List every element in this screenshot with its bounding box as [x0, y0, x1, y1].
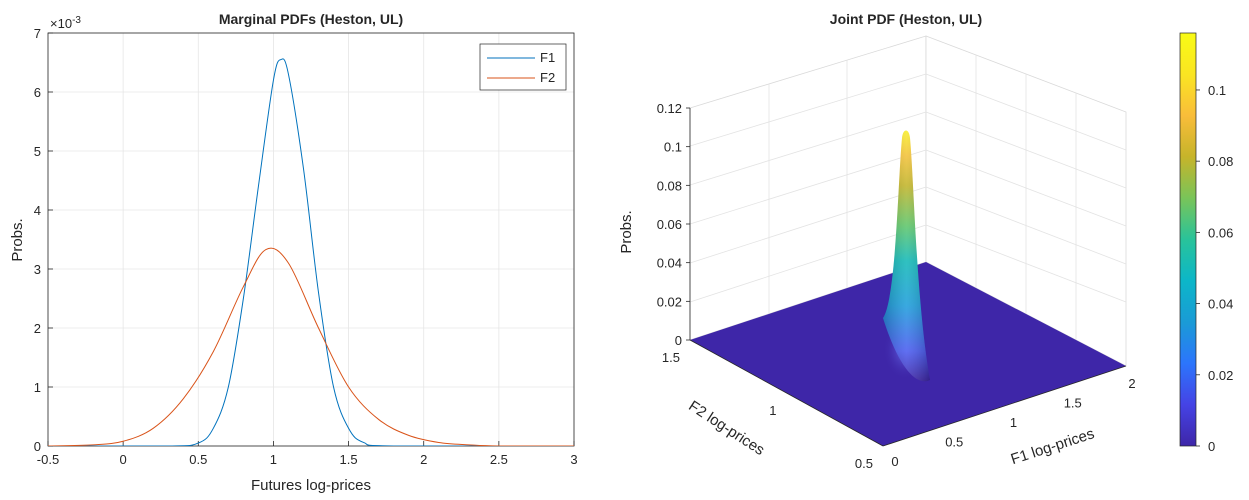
x-tick-label: 0	[120, 452, 127, 467]
z-tick-label: 0.02	[657, 294, 682, 309]
y-axis-label: F2 log-prices	[685, 397, 767, 458]
y-tick-label: 1	[34, 380, 41, 395]
plot-area	[47, 32, 575, 447]
legend-label-f2: F2	[540, 70, 555, 85]
wall-grid	[689, 55, 1127, 340]
x-tick-label: 2	[420, 452, 427, 467]
z-tick-label: 0.04	[657, 256, 682, 271]
marginal-pdf-chart: Marginal PDFs (Heston, UL) -0.5 0 0.5 1 1.5 2…	[9, 11, 578, 494]
y-axis-ticks: 1.5 1 0.5	[662, 339, 884, 471]
colorbar-ticks: 0 0.02 0.04 0.06 0.08 0.1	[1196, 83, 1233, 454]
x-tick-label: 1.5	[1064, 396, 1082, 411]
z-axis-ticks: 0 0.02 0.04 0.06 0.08 0.1 0.12	[657, 101, 691, 348]
x-tick-label: 0.5	[189, 452, 207, 467]
z-tick-label: 0.1	[664, 140, 682, 155]
y-tick-label: 7	[34, 26, 41, 41]
x-axis-label: Futures log-prices	[251, 477, 371, 494]
y-tick-label: 3	[34, 262, 41, 277]
y-tick-label: 2	[34, 321, 41, 336]
y-axis-label: Probs.	[9, 218, 26, 261]
colorbar-tick-label: 0.1	[1208, 83, 1226, 98]
x-axis-ticks: -0.5 0 0.5 1 1.5 2 2.5 3	[37, 441, 578, 467]
y-exponent-label: ×10-3	[50, 15, 81, 31]
chart-title: Marginal PDFs (Heston, UL)	[219, 11, 403, 27]
x-tick-label: 2.5	[490, 452, 508, 467]
grid-lines	[47, 32, 575, 447]
x-tick-label: -0.5	[37, 452, 59, 467]
x-tick-label: 0	[891, 454, 898, 469]
y-tick-label: 1.5	[662, 350, 680, 365]
z-tick-label: 0.06	[657, 217, 682, 232]
y-tick-label: 6	[34, 85, 41, 100]
legend: F1 F2	[479, 43, 567, 91]
legend-label-f1: F1	[540, 50, 555, 65]
colorbar-tick-label: 0	[1208, 439, 1215, 454]
y-tick-label: 0.5	[855, 456, 873, 471]
z-axis-label: Probs.	[618, 210, 635, 253]
z-tick-label: 0	[675, 333, 682, 348]
x-tick-label: 2	[1128, 376, 1135, 391]
z-tick-label: 0.12	[657, 101, 682, 116]
x-tick-label: 1	[1010, 415, 1017, 430]
colorbar-tick-label: 0.04	[1208, 297, 1233, 312]
surface-peak-shading	[883, 130, 930, 382]
y-tick-label: 5	[34, 144, 41, 159]
colorbar-tick-label: 0.06	[1208, 225, 1233, 240]
x-axis-line	[882, 365, 1127, 447]
joint-pdf-chart: Joint PDF (Heston, UL) 0 0.02 0.04 0.06 0.08…	[618, 11, 1233, 471]
x-tick-label: 0.5	[945, 435, 963, 450]
y-axis-line	[689, 339, 884, 447]
colorbar-tick-label: 0.08	[1208, 154, 1233, 169]
chart-title: Joint PDF (Heston, UL)	[830, 11, 982, 27]
x-tick-label: 1.5	[340, 452, 358, 467]
y-tick-label: 1	[769, 403, 776, 418]
series-line-f2	[48, 247, 574, 446]
y-tick-label: 0	[34, 439, 41, 454]
x-axis-ticks: 0 0.5 1 1.5 2	[882, 365, 1136, 469]
x-tick-label: 3	[570, 452, 577, 467]
series-lines	[48, 58, 574, 446]
colorbar	[1179, 32, 1197, 447]
series-line-f1	[48, 58, 574, 446]
y-axis-ticks: 0 1 2 3 4 5 6 7	[34, 26, 53, 454]
legend-box	[479, 43, 567, 91]
colorbar-tick-label: 0.02	[1208, 368, 1233, 383]
y-tick-label: 4	[34, 203, 41, 218]
x-tick-label: 1	[270, 452, 277, 467]
z-tick-label: 0.08	[657, 178, 682, 193]
x-axis-label: F1 log-prices	[1009, 425, 1097, 468]
